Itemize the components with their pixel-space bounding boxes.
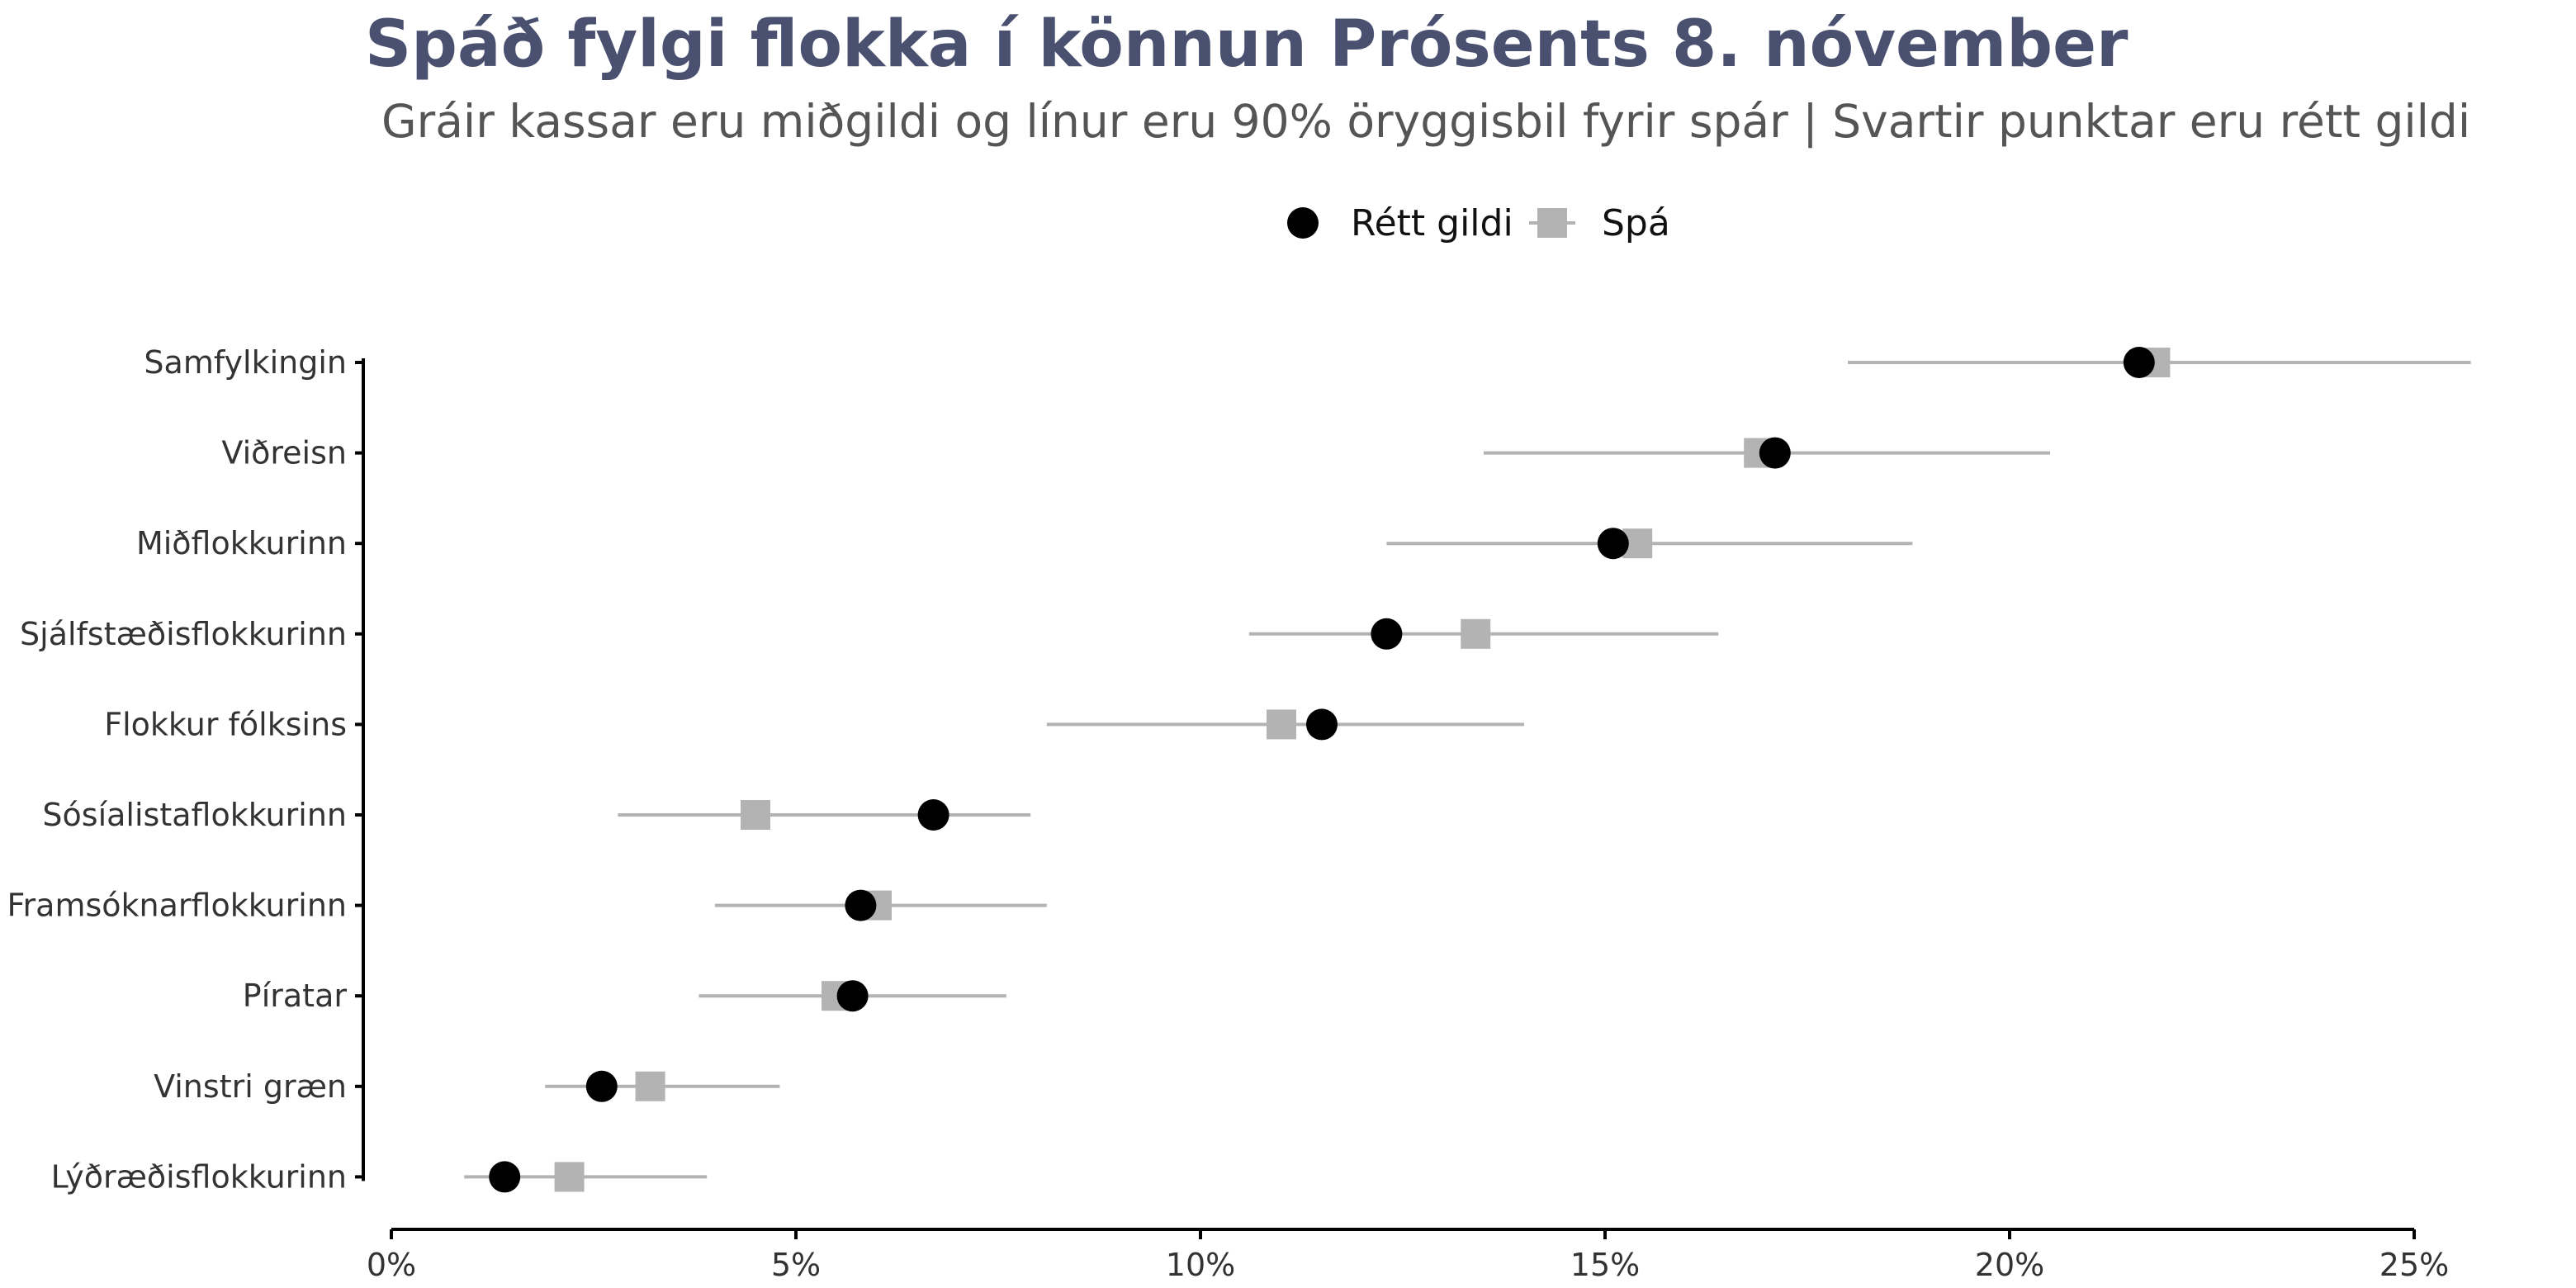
- forecast-marker: [1461, 618, 1491, 649]
- category-label: Samfylkingin: [144, 344, 347, 381]
- actual-marker: [836, 980, 869, 1012]
- forecast-marker: [554, 1162, 585, 1192]
- actual-marker: [585, 1070, 618, 1102]
- actual-marker: [1759, 437, 1791, 469]
- actual-marker: [2123, 347, 2155, 378]
- legend-actual-label: Rétt gildi: [1351, 202, 1513, 244]
- x-tick-label: 25%: [2379, 1247, 2449, 1283]
- x-tick-label: 0%: [367, 1247, 416, 1283]
- actual-marker: [1371, 618, 1403, 650]
- legend: Rétt gildi Spá: [1287, 202, 1670, 244]
- forecast-marker: [1267, 709, 1296, 740]
- category-label: Sjálfstæðisflokkurinn: [20, 616, 347, 652]
- actual-marker: [1597, 528, 1629, 560]
- category-label: Lýðræðisflokkurinn: [51, 1158, 347, 1195]
- legend-forecast-label: Spá: [1602, 202, 1670, 244]
- forecast-marker: [635, 1071, 665, 1101]
- category-label: Framsóknarflokkurinn: [7, 888, 347, 924]
- legend-actual-marker: [1287, 207, 1319, 239]
- category-label: Píratar: [243, 978, 348, 1014]
- actual-marker: [1306, 708, 1338, 741]
- chart-subtitle: Gráir kassar eru miðgildi og línur eru 9…: [381, 95, 2470, 149]
- x-tick-label: 5%: [771, 1247, 821, 1283]
- category-label: Sósíalistaflokkurinn: [42, 797, 347, 833]
- x-tick-label: 15%: [1570, 1247, 1640, 1283]
- actual-marker: [489, 1161, 521, 1193]
- legend-forecast-marker: [1537, 208, 1567, 238]
- category-label: Miðflokkurinn: [136, 525, 347, 561]
- chart-title: Spáð fylgi flokka í könnun Prósents 8. n…: [365, 7, 2129, 82]
- category-label: Vinstri græn: [154, 1068, 347, 1105]
- x-tick-label: 20%: [1975, 1247, 2044, 1283]
- category-label: Viðreisn: [221, 435, 347, 471]
- actual-marker: [917, 799, 949, 831]
- x-tick-label: 10%: [1166, 1247, 1235, 1283]
- plot-area: 0% 5% 10% 15% 20% 25% Samfylkingin Viðreisn Miðf…: [7, 344, 2471, 1283]
- category-label: Flokkur fólksins: [104, 706, 347, 742]
- actual-marker: [845, 889, 877, 921]
- forecast-marker: [741, 800, 770, 830]
